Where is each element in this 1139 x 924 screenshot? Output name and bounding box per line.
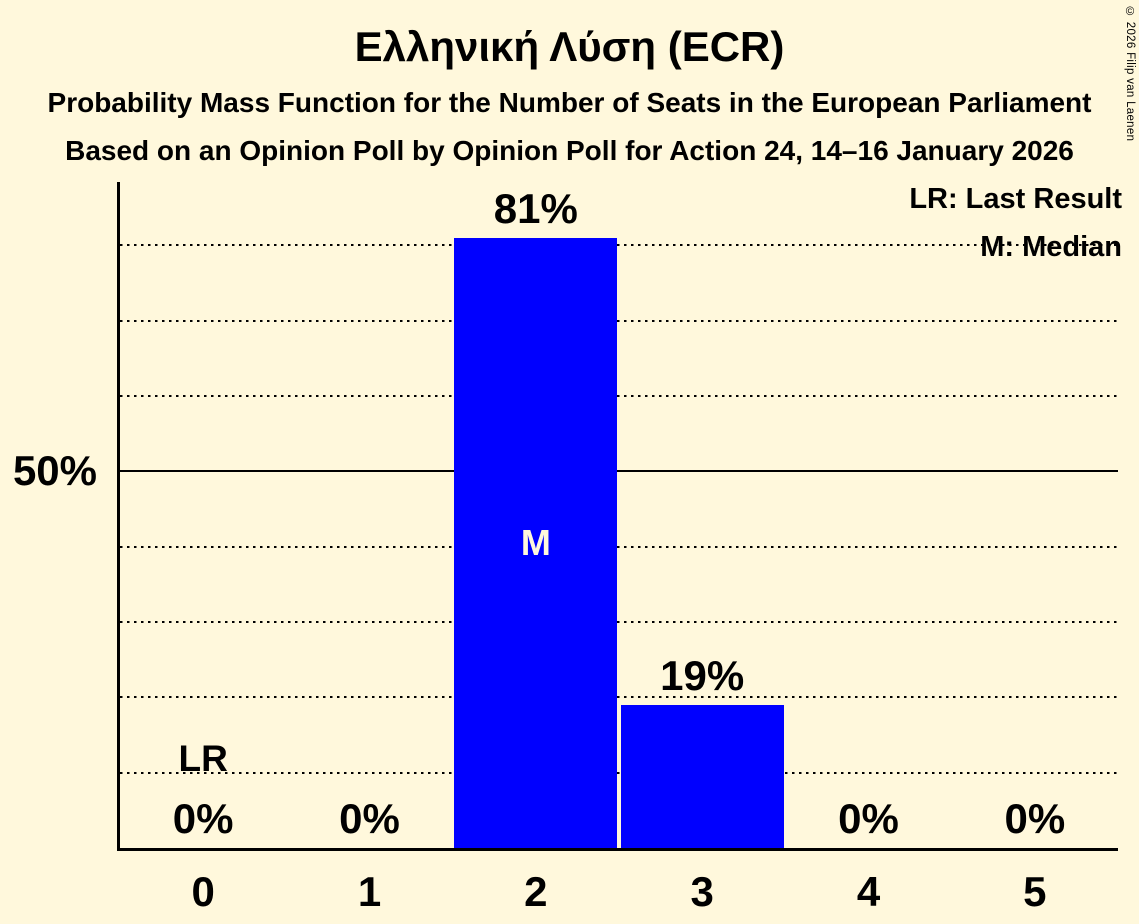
bar-seats-2 xyxy=(454,237,618,848)
x-tick-label-1: 1 xyxy=(357,868,382,915)
x-tick-label-5: 5 xyxy=(1023,868,1047,915)
chart-subtitle: Probability Mass Function for the Number… xyxy=(47,87,1092,118)
gridline-dotted-40pct xyxy=(120,545,1118,548)
gridline-dotted-20pct xyxy=(120,696,1118,699)
gridline-solid-50pct xyxy=(120,469,1118,473)
y-axis-label-50pct: 50% xyxy=(12,447,97,494)
bar-value-label-3: 19% xyxy=(660,651,745,699)
gridline-dotted-30pct xyxy=(120,620,1118,623)
x-tick-label-0: 0 xyxy=(191,868,215,915)
legend: LR: Last Result M: Median xyxy=(909,184,1122,280)
gridline-dotted-80pct xyxy=(120,244,1118,247)
median-label: M xyxy=(520,521,551,563)
plot-area: 0% 0% 81% 19% 0% 0% LR M 0 1 2 3 4 5 xyxy=(117,182,1118,913)
last-result-label: LR xyxy=(178,738,228,779)
bar-value-label-2: 81% xyxy=(493,184,578,232)
bar-seats-3 xyxy=(620,704,784,848)
x-tick-label-4: 4 xyxy=(856,868,881,915)
gridline-dotted-10pct xyxy=(120,771,1118,774)
legend-last-result: LR: Last Result xyxy=(909,183,1122,215)
bar-value-label-5: 0% xyxy=(1004,795,1066,842)
chart-source-line: Based on an Opinion Poll by Opinion Poll… xyxy=(65,135,1074,166)
bar-value-label-0: 0% xyxy=(172,795,234,842)
gridline-dotted-60pct xyxy=(120,394,1118,397)
bar-value-label-4: 0% xyxy=(838,795,899,842)
x-tick-label-3: 3 xyxy=(690,868,714,915)
chart-title: Ελληνική Λύση (ECR) xyxy=(354,23,785,70)
copyright-notice: © 2026 Filip van Laenen xyxy=(1124,6,1136,142)
gridline-dotted-70pct xyxy=(120,319,1118,322)
legend-median: M: Median xyxy=(980,231,1122,263)
bar-value-label-1: 0% xyxy=(339,795,400,842)
x-tick-label-2: 2 xyxy=(524,868,548,915)
